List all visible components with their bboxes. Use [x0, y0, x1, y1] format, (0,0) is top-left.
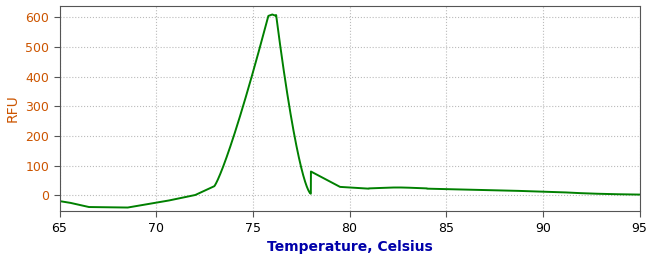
Y-axis label: RFU: RFU — [6, 95, 20, 122]
X-axis label: Temperature, Celsius: Temperature, Celsius — [266, 240, 432, 255]
